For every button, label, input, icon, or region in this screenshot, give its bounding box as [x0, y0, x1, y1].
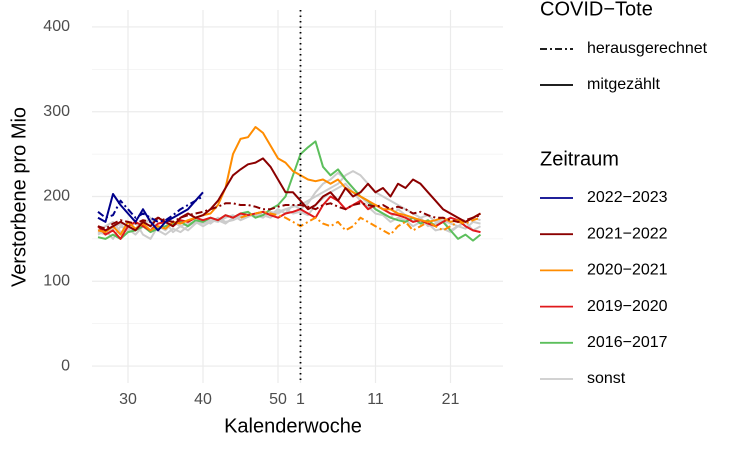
legend-label: 2019−2020 [587, 298, 668, 315]
series-line [97, 195, 481, 240]
series-line [240, 210, 481, 236]
x-tick-label: 50 [269, 391, 287, 408]
legend-label: 2016−2017 [587, 334, 668, 351]
x-tick-label: 40 [194, 391, 212, 408]
y-tick-label: 300 [43, 103, 70, 120]
y-tick-label: 200 [43, 188, 70, 205]
legend-label: 2022−2023 [587, 189, 668, 206]
grid [92, 10, 503, 383]
x-tick-label: 1 [296, 391, 305, 408]
series-line [97, 202, 481, 230]
x-tick-label: 21 [442, 391, 460, 408]
x-axis-title: Kalenderwoche [224, 415, 362, 437]
series-line [97, 191, 204, 232]
y-tick-label: 100 [43, 272, 70, 289]
series-line [97, 182, 481, 236]
plot-lines [97, 126, 482, 242]
legend-label: mitgezählt [587, 76, 660, 93]
x-tick-label: 11 [367, 391, 384, 408]
legend-title: COVID−Tote [540, 0, 653, 20]
series-line [97, 157, 481, 232]
legend-label: herausgerechnet [587, 40, 708, 57]
y-axis-title: Verstorbene pro Mio [8, 107, 30, 287]
legend: herausgerechnet mitgezählt 2022−2023 2021−2… [540, 40, 708, 387]
x-tick-label: 30 [119, 391, 137, 408]
y-tick-label: 400 [43, 18, 70, 35]
legend-title: Zeitraum [540, 148, 619, 170]
y-tick-label: 0 [61, 357, 70, 374]
legend-label: 2021−2022 [587, 225, 668, 242]
legend-label: sonst [587, 370, 626, 387]
legend-label: 2020−2021 [587, 262, 668, 279]
